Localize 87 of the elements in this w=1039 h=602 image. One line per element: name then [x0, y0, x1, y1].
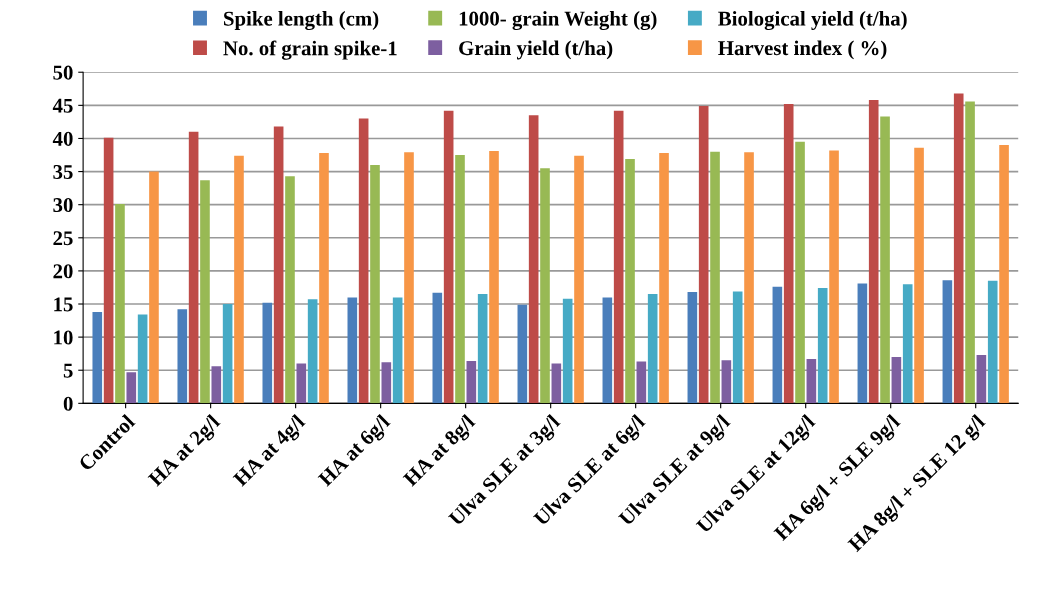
bar [319, 153, 329, 404]
bar [999, 145, 1009, 404]
bar [103, 137, 114, 404]
bar [602, 297, 613, 404]
bar [234, 155, 244, 404]
bar [625, 158, 635, 404]
y-tick-label: 35 [53, 165, 73, 179]
legend-label: Spike length (cm) [224, 11, 379, 31]
legend-label: Harvest index ( %) [718, 40, 887, 60]
bar [574, 155, 584, 404]
bar [262, 302, 273, 404]
bar [92, 311, 103, 404]
bar [551, 363, 562, 404]
bar [222, 304, 233, 404]
bar [795, 141, 805, 404]
bar [953, 93, 964, 404]
y-tick-label: 50 [53, 65, 73, 80]
bar [517, 304, 528, 404]
bar [307, 299, 318, 404]
bar [829, 150, 839, 404]
bar [489, 151, 499, 404]
bar [528, 115, 539, 404]
bar [211, 366, 222, 404]
y-tick-label: 10 [54, 330, 73, 345]
bar [404, 152, 414, 404]
bar [891, 356, 902, 404]
y-tick-label: 25 [53, 231, 73, 246]
x-tick-label: HA at 4g/l [232, 413, 309, 491]
legend-label: Grain yield (t/ha) [459, 40, 613, 60]
bar [942, 280, 953, 404]
bar [381, 362, 392, 404]
bar [200, 180, 210, 404]
legend-label: Biological yield (t/ha) [718, 11, 907, 31]
bar [965, 101, 975, 404]
bar [370, 164, 380, 404]
bar [659, 153, 669, 404]
bar [783, 104, 794, 404]
bar [636, 361, 647, 404]
legend-label: No. of grain spike-1 [223, 40, 397, 60]
bar [698, 106, 709, 404]
y-tick-label: 0 [63, 396, 73, 411]
bar [647, 294, 658, 404]
bar [744, 152, 754, 404]
bar [149, 171, 159, 404]
y-tick-label: 30 [53, 198, 73, 213]
bar [126, 372, 137, 404]
bar [987, 280, 998, 404]
bar [721, 360, 732, 404]
bar [857, 283, 868, 404]
bar [687, 292, 698, 404]
y-tick-label: 40 [52, 131, 73, 146]
legend-label: 1000- grain Weight (g) [459, 11, 657, 31]
bar [976, 355, 987, 404]
bar [115, 204, 125, 404]
bar [710, 151, 720, 404]
y-tick-label: 20 [53, 264, 73, 279]
bar [392, 297, 403, 404]
bar [443, 110, 454, 404]
bar [914, 147, 924, 404]
bar [817, 288, 828, 404]
bar [455, 155, 465, 404]
x-tick-label: HA at 6g/l [317, 413, 394, 491]
bar [347, 297, 358, 404]
bar [868, 100, 879, 404]
y-tick-label: 5 [63, 363, 73, 378]
bar [188, 131, 199, 404]
bar [613, 110, 624, 404]
bar [562, 298, 573, 404]
bar [772, 286, 783, 404]
x-tick-label: HA at 8g/l [402, 413, 479, 491]
bar [806, 358, 817, 404]
bar [177, 309, 188, 404]
bar [466, 360, 477, 404]
y-tick-label: 15 [54, 297, 73, 312]
bar [273, 126, 284, 404]
y-tick-label: 45 [52, 98, 73, 113]
x-tick-label: HA at 2g/l [147, 413, 224, 491]
bar [880, 116, 890, 404]
bar [296, 363, 307, 404]
bar [358, 118, 369, 404]
bar [477, 294, 488, 404]
bar [902, 284, 913, 404]
bar [732, 291, 743, 404]
bar [432, 292, 443, 404]
bar [285, 176, 295, 404]
bar [540, 168, 550, 404]
bar [137, 314, 148, 404]
